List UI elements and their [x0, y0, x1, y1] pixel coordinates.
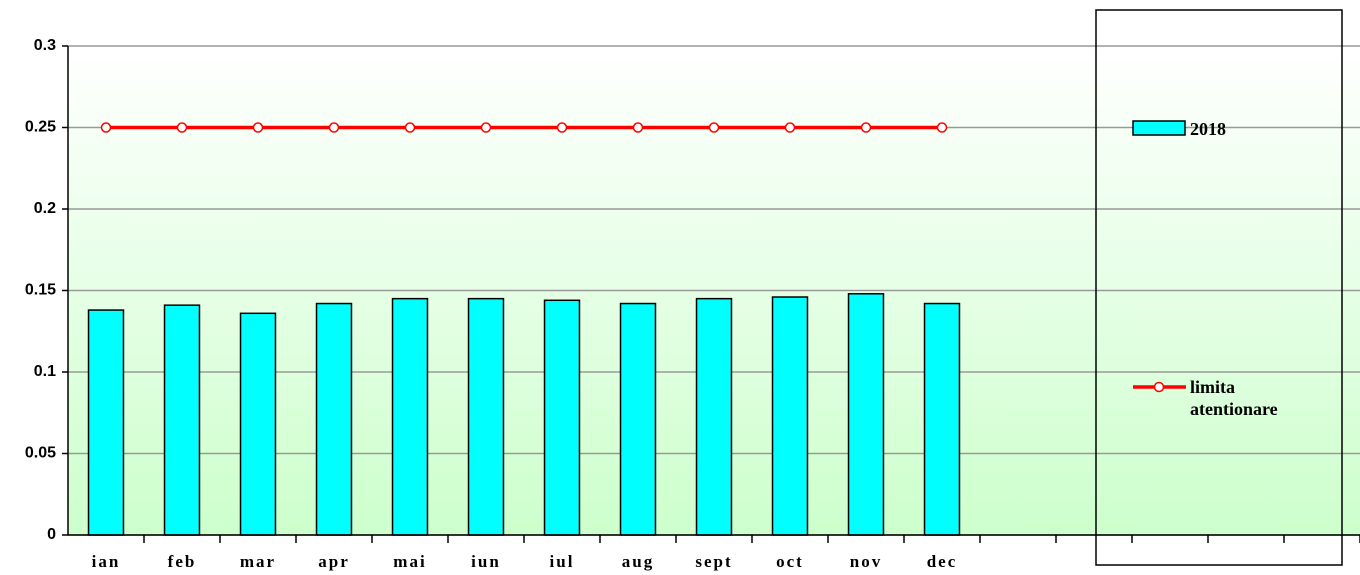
x-tick-label: nov [850, 552, 882, 571]
bar [391, 297, 429, 536]
line-marker [480, 122, 492, 133]
y-tick-label: 0.2 [34, 200, 56, 217]
legend-marker [1153, 381, 1165, 393]
y-tick-label: 0.3 [34, 37, 56, 54]
line-marker [860, 122, 872, 133]
line-marker [784, 122, 796, 133]
x-tick-label: apr [318, 552, 350, 571]
legend-swatch [1132, 120, 1186, 136]
x-tick-label: mai [393, 552, 426, 571]
x-tick-label: ian [92, 552, 121, 571]
line-marker [404, 122, 416, 133]
bar [315, 302, 353, 536]
bar [695, 297, 733, 536]
line-marker [556, 122, 568, 133]
line-marker [632, 122, 644, 133]
bar [467, 297, 505, 536]
line-marker [708, 122, 720, 133]
line-marker [328, 122, 340, 133]
bar [619, 302, 657, 536]
legend-label: limita atentionare [1190, 377, 1278, 419]
line-marker [100, 122, 112, 133]
bar [923, 302, 961, 536]
bar [163, 304, 201, 536]
y-tick-label: 0.15 [25, 282, 56, 299]
y-tick-label: 0.05 [25, 445, 56, 462]
y-tick-label: 0.25 [25, 119, 56, 136]
bar [239, 312, 277, 536]
x-tick-label: aug [622, 552, 654, 571]
x-tick-label: dec [927, 552, 958, 571]
x-tick-label: mar [240, 552, 276, 571]
legend-label: 2018 [1190, 119, 1226, 139]
bar [543, 299, 581, 536]
line-marker [252, 122, 264, 133]
line-marker [936, 122, 948, 133]
y-tick-label: 0.1 [34, 363, 56, 380]
x-tick-label: oct [776, 552, 804, 571]
line-marker [176, 122, 188, 133]
legend-box [1095, 9, 1343, 566]
y-tick-label: 0 [47, 526, 56, 543]
x-tick-label: iul [550, 552, 575, 571]
bar [87, 309, 125, 536]
x-tick-label: iun [471, 552, 501, 571]
x-tick-label: sept [695, 552, 732, 571]
bar [847, 293, 885, 536]
bar [771, 296, 809, 536]
x-tick-label: feb [168, 552, 197, 571]
